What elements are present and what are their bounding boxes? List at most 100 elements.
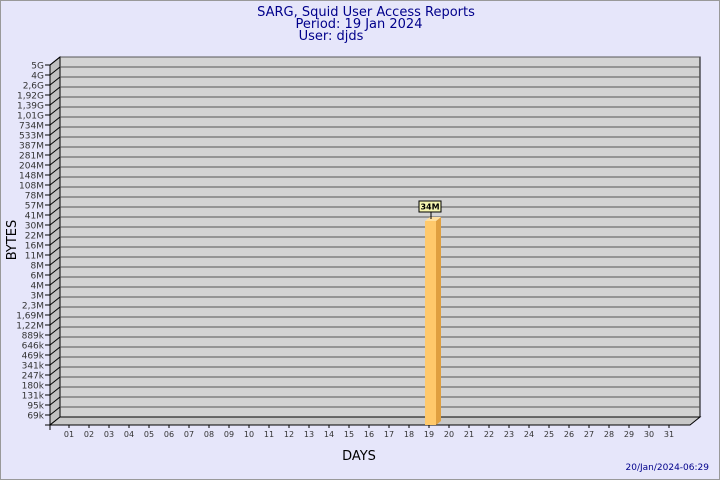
y-tick-label: 180k bbox=[22, 382, 45, 392]
x-tick-label: 10 bbox=[244, 430, 254, 439]
y-tick-diagonal bbox=[49, 216, 61, 226]
y-tick-diagonal bbox=[49, 376, 61, 386]
y-tick-label: 387M bbox=[19, 142, 44, 152]
chart-period: Period: 19 Jan 2024 bbox=[296, 17, 423, 32]
y-tick-label: 204M bbox=[19, 162, 44, 172]
y-tick-diagonal bbox=[49, 146, 61, 156]
x-tick-label: 03 bbox=[104, 430, 114, 439]
x-tick-label: 05 bbox=[144, 430, 154, 439]
y-tick-diagonal bbox=[49, 246, 61, 256]
y-tick-label: 41M bbox=[25, 212, 44, 222]
x-tick-label: 31 bbox=[664, 430, 674, 439]
x-tick-label: 20 bbox=[444, 430, 454, 439]
y-tick-label: 281M bbox=[19, 152, 44, 162]
footer-timestamp: 20/Jan/2024-06:29 bbox=[626, 463, 710, 473]
y-tick-label: 95k bbox=[27, 402, 44, 412]
data-label-box bbox=[418, 200, 442, 213]
y-tick-label: 57M bbox=[25, 202, 44, 212]
y-tick-label: 3M bbox=[31, 292, 45, 302]
x-tick-label: 01 bbox=[64, 430, 74, 439]
y-tick-label: 131k bbox=[22, 392, 45, 402]
x-tick-label: 07 bbox=[184, 430, 194, 439]
y-tick-label: 341k bbox=[22, 362, 45, 372]
x-tick-label: 28 bbox=[604, 430, 614, 439]
x-tick-label: 27 bbox=[584, 430, 594, 439]
y-tick-diagonal bbox=[49, 266, 61, 276]
bar-side bbox=[436, 216, 441, 425]
bar-front bbox=[425, 220, 436, 425]
y-tick-label: 1,39G bbox=[17, 102, 44, 112]
y-axis-label: BYTES bbox=[5, 220, 20, 261]
y-tick-diagonal bbox=[49, 166, 61, 176]
y-tick-diagonal bbox=[49, 226, 61, 236]
y-tick-diagonal bbox=[49, 236, 61, 246]
x-tick-label: 25 bbox=[544, 430, 554, 439]
y-tick-label: 4M bbox=[31, 282, 45, 292]
y-tick-diagonal bbox=[49, 186, 61, 196]
x-tick-label: 06 bbox=[164, 430, 174, 439]
y-tick-label: 1,69M bbox=[16, 312, 44, 322]
y-tick-diagonal bbox=[49, 326, 61, 336]
plot-floor bbox=[48, 416, 702, 426]
y-tick-label: 2,3M bbox=[22, 302, 44, 312]
y-tick-diagonal bbox=[49, 396, 61, 406]
y-tick-label: 22M bbox=[25, 232, 44, 242]
x-tick-label: 23 bbox=[504, 430, 514, 439]
y-tick-diagonal bbox=[49, 306, 61, 316]
x-tick-label: 09 bbox=[224, 430, 234, 439]
x-tick-label: 21 bbox=[464, 430, 474, 439]
data-label: 34M bbox=[420, 202, 439, 211]
y-tick-label: 5G bbox=[31, 62, 44, 72]
y-tick-diagonal bbox=[49, 66, 61, 76]
x-tick-label: 15 bbox=[344, 430, 354, 439]
y-tick-label: 2,6G bbox=[23, 82, 44, 92]
y-tick-diagonal bbox=[49, 276, 61, 286]
y-tick-label: 108M bbox=[19, 182, 44, 192]
y-tick-label: 69k bbox=[27, 412, 44, 422]
x-tick-label: 17 bbox=[384, 430, 394, 439]
y-tick-diagonal bbox=[49, 116, 61, 126]
y-tick-diagonal bbox=[49, 136, 61, 146]
x-tick-label: 19 bbox=[424, 430, 434, 439]
y-tick-diagonal bbox=[49, 176, 61, 186]
x-tick-label: 14 bbox=[324, 430, 334, 439]
bar-top bbox=[425, 216, 441, 221]
y-tick-label: 469k bbox=[22, 352, 45, 362]
x-tick-label: 11 bbox=[264, 430, 274, 439]
y-tick-diagonal bbox=[49, 56, 61, 66]
y-tick-diagonal bbox=[49, 196, 61, 206]
y-tick-diagonal bbox=[49, 156, 61, 166]
x-tick-label: 02 bbox=[84, 430, 94, 439]
y-tick-label: 1,22M bbox=[16, 322, 44, 332]
x-tick-label: 18 bbox=[404, 430, 414, 439]
y-tick-label: 646k bbox=[22, 342, 45, 352]
y-tick-diagonal bbox=[49, 126, 61, 136]
y-tick-diagonal bbox=[49, 76, 61, 86]
x-tick-label: 30 bbox=[644, 430, 654, 439]
y-tick-diagonal bbox=[49, 356, 61, 366]
y-tick-diagonal bbox=[49, 336, 61, 346]
y-tick-diagonal bbox=[49, 296, 61, 306]
y-tick-label: 30M bbox=[25, 222, 44, 232]
y-tick-label: 6M bbox=[31, 272, 45, 282]
y-tick-diagonal bbox=[49, 206, 61, 216]
y-tick-diagonal bbox=[49, 346, 61, 356]
x-tick-label: 04 bbox=[124, 430, 134, 439]
y-tick-diagonal bbox=[49, 96, 61, 106]
y-tick-diagonal bbox=[49, 86, 61, 96]
x-axis-label: DAYS bbox=[342, 449, 376, 464]
x-tick-label: 16 bbox=[364, 430, 374, 439]
y-tick-label: 1,01G bbox=[17, 112, 44, 122]
y-tick-diagonal bbox=[49, 106, 61, 116]
x-tick-label: 13 bbox=[304, 430, 314, 439]
y-tick-label: 11M bbox=[25, 252, 44, 262]
y-tick-diagonal bbox=[49, 386, 61, 396]
x-tick-label: 12 bbox=[284, 430, 294, 439]
y-tick-label: 734M bbox=[19, 122, 44, 132]
y-tick-label: 533M bbox=[19, 132, 44, 142]
y-tick-label: 148M bbox=[19, 172, 44, 182]
y-tick-diagonal bbox=[49, 286, 61, 296]
chart-title: SARG, Squid User Access Reports bbox=[257, 5, 475, 20]
y-tick-label: 4G bbox=[31, 72, 44, 82]
